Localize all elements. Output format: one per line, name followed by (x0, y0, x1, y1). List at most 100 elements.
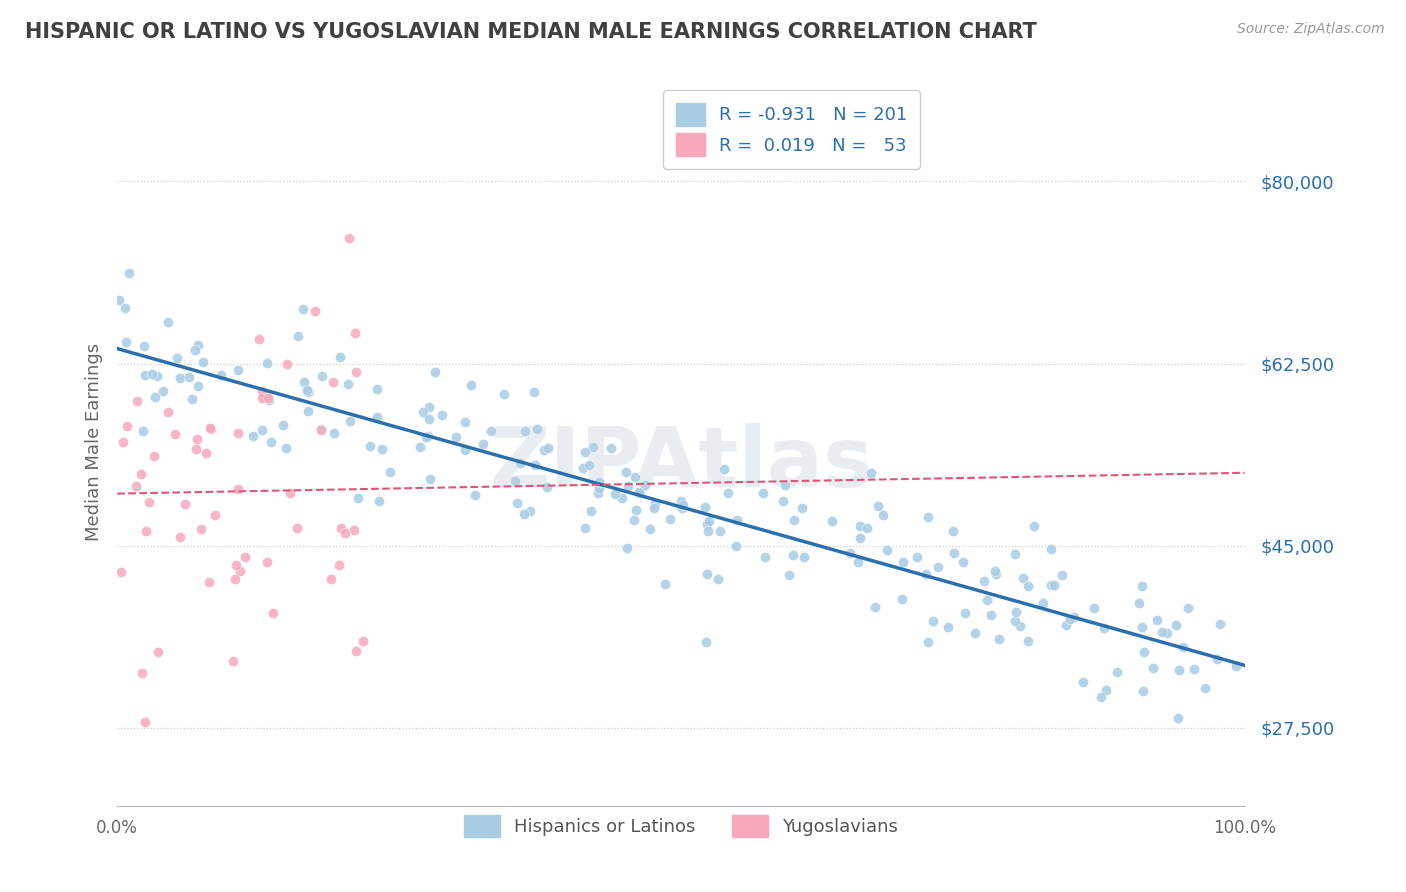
Point (849, 531, 872, 545)
Point (460, 377, 482, 392)
Point (1150, 624, 1173, 639)
Point (1164, 617, 1187, 632)
Point (571, 461, 593, 475)
Point (309, 422, 332, 436)
Point (352, 633, 374, 648)
Point (876, 543, 898, 558)
Point (156, 315, 179, 329)
Point (1017, 579, 1039, 593)
Point (839, 545, 862, 559)
Point (1094, 683, 1116, 698)
Point (533, 443, 555, 458)
Point (1004, 615, 1026, 629)
Point (716, 486, 738, 500)
Point (628, 485, 651, 500)
Point (471, 437, 494, 451)
Legend: Hispanics or Latinos, Yugoslavians: Hispanics or Latinos, Yugoslavians (457, 807, 905, 844)
Point (905, 549, 928, 564)
Point (1042, 578, 1064, 592)
Point (256, 389, 278, 403)
Point (1171, 640, 1194, 654)
Point (588, 475, 610, 490)
Point (309, 423, 332, 437)
Point (253, 391, 276, 405)
Point (444, 429, 467, 443)
Point (368, 494, 391, 508)
Point (339, 414, 361, 428)
Point (200, 421, 222, 435)
Point (1008, 619, 1031, 633)
Point (1146, 613, 1168, 627)
Point (418, 400, 440, 414)
Point (180, 392, 202, 406)
Point (783, 513, 806, 527)
Point (222, 654, 245, 668)
Point (697, 524, 720, 538)
Point (1054, 617, 1077, 632)
Point (152, 384, 174, 398)
Point (333, 526, 356, 541)
Point (1083, 601, 1105, 615)
Point (1194, 681, 1216, 696)
Point (132, 424, 155, 438)
Point (1071, 675, 1094, 690)
Point (166, 351, 188, 366)
Point (224, 572, 246, 586)
Point (322, 375, 344, 389)
Point (114, 301, 136, 316)
Point (190, 522, 212, 536)
Point (250, 391, 273, 405)
Point (616, 541, 638, 556)
Point (131, 467, 153, 482)
Point (891, 591, 914, 606)
Point (134, 339, 156, 353)
Point (503, 475, 526, 489)
Point (1039, 541, 1062, 556)
Point (623, 470, 645, 484)
Point (1167, 711, 1189, 725)
Point (359, 439, 381, 453)
Point (917, 635, 939, 649)
Point (1004, 547, 1026, 561)
Point (579, 504, 602, 518)
Point (1142, 661, 1164, 675)
Point (1004, 605, 1026, 619)
Point (976, 593, 998, 607)
Point (973, 574, 995, 589)
Point (177, 369, 200, 384)
Point (917, 510, 939, 524)
Point (193, 355, 215, 369)
Point (228, 426, 250, 441)
Point (654, 577, 676, 591)
Point (292, 375, 315, 389)
Point (285, 521, 308, 535)
Point (111, 434, 134, 449)
Point (141, 367, 163, 381)
Point (271, 417, 294, 432)
Point (725, 513, 748, 527)
Point (187, 338, 209, 352)
Point (169, 371, 191, 385)
Point (927, 559, 949, 574)
Point (506, 496, 529, 510)
Point (169, 530, 191, 544)
Point (537, 441, 560, 455)
Point (1132, 684, 1154, 698)
Point (226, 363, 249, 377)
Point (110, 565, 132, 579)
Point (124, 479, 146, 493)
Point (706, 573, 728, 587)
Point (696, 566, 718, 581)
Point (107, 293, 129, 307)
Point (229, 564, 252, 578)
Point (165, 426, 187, 441)
Point (1225, 659, 1247, 673)
Point (713, 462, 735, 476)
Text: Source: ZipAtlas.com: Source: ZipAtlas.com (1237, 22, 1385, 37)
Point (430, 408, 453, 422)
Point (366, 410, 388, 425)
Point (626, 503, 648, 517)
Point (1063, 609, 1085, 624)
Point (523, 384, 546, 399)
Point (115, 419, 138, 434)
